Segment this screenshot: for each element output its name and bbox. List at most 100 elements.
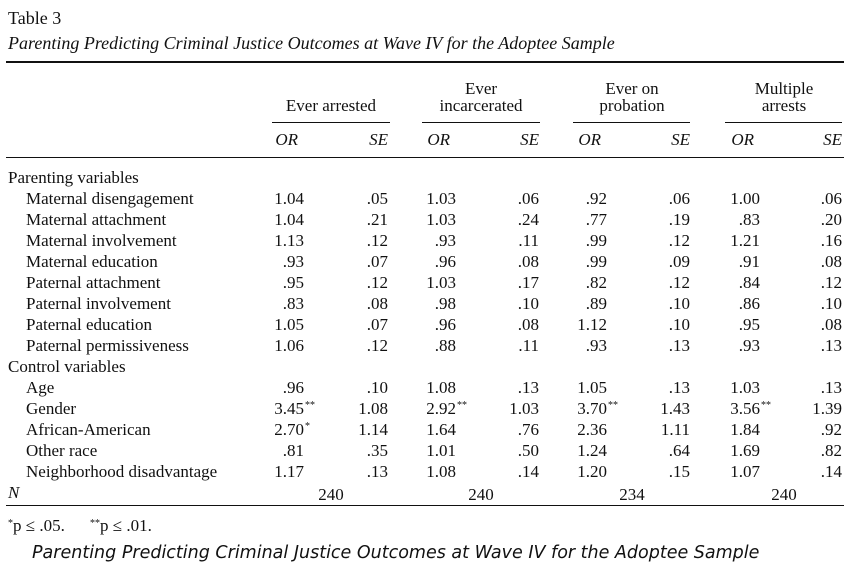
cell-value: 3.56 [730, 399, 760, 418]
cell: .98 [434, 294, 456, 313]
header-rule [6, 157, 844, 158]
cell: 1.17 [274, 462, 304, 481]
cell: .12 [668, 273, 690, 292]
cell: .96 [282, 378, 304, 397]
cell: .19 [668, 210, 690, 229]
cell-value: 3.70 [577, 399, 607, 418]
n-value: 240 [771, 485, 797, 504]
cell: .15 [668, 462, 690, 481]
cell: 1.64 [426, 420, 456, 439]
cell: 1.14 [358, 420, 388, 439]
row-label: Paternal involvement [26, 294, 171, 313]
cell: .64 [668, 441, 690, 460]
significance-mark: * [305, 421, 310, 432]
cell: .12 [366, 336, 388, 355]
cell: 1.03 [509, 399, 539, 418]
cell: .24 [517, 210, 539, 229]
row-label: Maternal involvement [26, 231, 177, 250]
cell: .10 [366, 378, 388, 397]
section-label: Parenting variables [8, 168, 139, 187]
cell: 1.07 [730, 462, 760, 481]
cell: 1.21 [730, 231, 760, 250]
cell: 1.03 [426, 210, 456, 229]
group-underline [422, 122, 540, 123]
cell: 1.08 [358, 399, 388, 418]
cell: 1.03 [426, 189, 456, 208]
cell: 1.03 [730, 378, 760, 397]
cell: 1.12 [577, 315, 607, 334]
cell: .13 [820, 336, 842, 355]
cell: 1.04 [274, 189, 304, 208]
bottom-rule [6, 505, 844, 506]
cell: 1.11 [660, 420, 690, 439]
row-label: Paternal permissiveness [26, 336, 189, 355]
group-header: incarcerated [439, 96, 523, 115]
significance-mark: ** [305, 400, 315, 411]
cell: .91 [738, 252, 760, 271]
row-label: Other race [26, 441, 98, 460]
group-header: Ever arrested [285, 96, 377, 115]
cell: .08 [517, 252, 539, 271]
cell: .93 [585, 336, 607, 355]
cell: .10 [668, 315, 690, 334]
cell: .11 [518, 336, 539, 355]
cell: .08 [366, 294, 388, 313]
table-number: Table 3 [8, 8, 62, 28]
group-underline [272, 122, 390, 123]
group-header: probation [599, 96, 665, 115]
row-label: Maternal attachment [26, 210, 167, 229]
cell: 1.84 [730, 420, 760, 439]
cell: .07 [366, 315, 388, 334]
group-header: Ever [464, 79, 498, 98]
group-underline [573, 122, 690, 123]
group-header: arrests [761, 96, 807, 115]
cell: 1.05 [274, 315, 304, 334]
cell: 1.39 [812, 399, 842, 418]
cell: .11 [518, 231, 539, 250]
row-label: Maternal disengagement [26, 189, 194, 208]
cell: .08 [820, 252, 842, 271]
significance-mark: ** [761, 400, 771, 411]
significance-mark: ** [608, 400, 618, 411]
cell: .10 [668, 294, 690, 313]
cell: .06 [820, 189, 842, 208]
row-label: Neighborhood disadvantage [26, 462, 218, 481]
cell: .84 [738, 273, 760, 292]
cell: 1.24 [577, 441, 607, 460]
column-head: SE [369, 130, 388, 149]
n-value: 240 [468, 485, 494, 504]
row-label: African-American [26, 420, 151, 439]
column-head: OR [275, 130, 298, 149]
cell: 1.06 [274, 336, 304, 355]
cell: 1.20 [577, 462, 607, 481]
cell: .83 [282, 294, 304, 313]
cell: .08 [820, 315, 842, 334]
cell: .99 [585, 231, 607, 250]
cell: 1.05 [577, 378, 607, 397]
table-title: Parenting Predicting Criminal Justice Ou… [8, 33, 615, 53]
footnote: **p ≤ .01. [90, 516, 152, 536]
cell: .05 [366, 189, 388, 208]
cell: .96 [434, 252, 456, 271]
cell: 2.36 [577, 420, 607, 439]
cell: 1.08 [426, 462, 456, 481]
cell-value: 2.92 [426, 399, 456, 418]
section-label: Control variables [8, 357, 126, 376]
cell-value: 3.45 [274, 399, 304, 418]
footnote-mark: * [8, 518, 13, 529]
significance-mark: ** [457, 400, 467, 411]
cell: .06 [517, 189, 539, 208]
cell: .35 [366, 441, 388, 460]
cell: 1.13 [274, 231, 304, 250]
cell: .13 [366, 462, 388, 481]
cell: .12 [668, 231, 690, 250]
cell: .93 [738, 336, 760, 355]
group-underline [725, 122, 842, 123]
column-head: SE [823, 130, 842, 149]
cell: .81 [282, 441, 304, 460]
cell: .93 [282, 252, 304, 271]
row-label: Paternal attachment [26, 273, 161, 292]
cell: .77 [585, 210, 607, 229]
cell: .93 [434, 231, 456, 250]
caption: Parenting Predicting Criminal Justice Ou… [32, 543, 760, 563]
